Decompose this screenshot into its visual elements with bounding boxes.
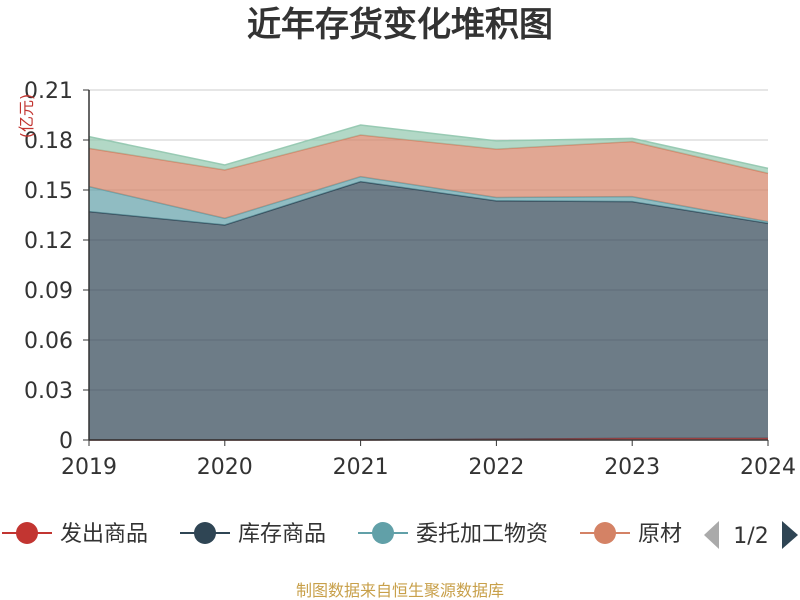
legend-item: 库存商品 [180, 522, 326, 547]
legend-label: 库存商品 [238, 522, 326, 547]
y-axis-label: (亿元) [17, 94, 36, 139]
legend-next-page-icon[interactable] [782, 521, 798, 549]
legend-item: 委托加工物资 [358, 522, 548, 547]
y-tick-label: 0.06 [24, 329, 73, 354]
x-tick-label: 2023 [604, 455, 660, 480]
y-tick-label: 0 [59, 429, 73, 454]
legend-swatch-dot [16, 522, 38, 544]
axes: 0 0.03 0.06 0.09 0.12 0.15 0.18 0.21 2019 2020 202… [24, 79, 796, 480]
source-note: 制图数据来自恒生聚源数据库 [296, 581, 504, 600]
chart-title: 近年存货变化堆积图 [247, 5, 553, 45]
area-4 [89, 135, 768, 222]
x-tick-label: 2024 [740, 455, 796, 480]
legend-page-indicator: 1/2 [733, 524, 768, 549]
y-tick-label: 0.18 [24, 129, 73, 154]
legend-swatch-dot [194, 522, 216, 544]
legend-label: 原材 [638, 522, 682, 547]
area-2 [89, 181, 768, 440]
legend-item: 原材 [580, 522, 682, 547]
y-tick-label: 0.12 [24, 229, 73, 254]
legend-swatch-dot [372, 522, 394, 544]
area-3 [89, 176, 768, 225]
x-tick-label: 2019 [61, 455, 117, 480]
legend-label: 发出商品 [60, 522, 148, 547]
x-tick-label: 2021 [333, 455, 389, 480]
legend: 发出商品 库存商品 委托加工物资 原材 1/2 [2, 521, 798, 549]
legend-label: 委托加工物资 [416, 522, 548, 547]
y-tick-label: 0.09 [24, 279, 73, 304]
legend-item: 发出商品 [2, 522, 148, 547]
legend-swatch-dot [594, 522, 616, 544]
x-tick-label: 2022 [468, 455, 524, 480]
y-tick-label: 0.21 [24, 79, 73, 104]
x-tick-label: 2020 [197, 455, 253, 480]
legend-prev-page-icon[interactable] [704, 521, 719, 549]
y-tick-label: 0.15 [24, 179, 73, 204]
y-tick-label: 0.03 [24, 379, 73, 404]
area-5 [89, 125, 768, 174]
plot-areas [88, 124, 769, 441]
legend-items: 发出商品 库存商品 委托加工物资 原材 [2, 522, 682, 547]
area-line-5 [88, 124, 769, 170]
